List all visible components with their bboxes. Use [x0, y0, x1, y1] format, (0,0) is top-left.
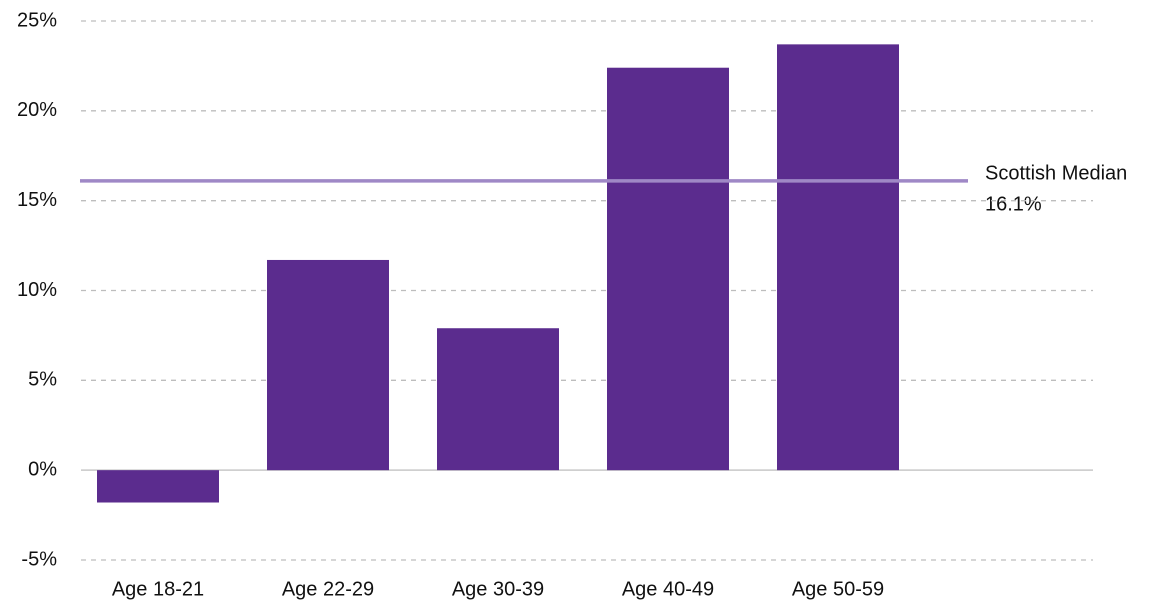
y-tick-label: 0% — [28, 458, 57, 480]
reference-label: Scottish Median — [985, 162, 1127, 184]
bar — [97, 470, 219, 503]
reference-value-label: 16.1% — [985, 193, 1042, 215]
y-tick-label: 5% — [28, 369, 57, 391]
x-tick-label: Age 40-49 — [622, 578, 714, 600]
bar — [437, 328, 559, 471]
bar — [777, 44, 899, 471]
x-tick-label: Age 30-39 — [452, 578, 544, 600]
bar — [607, 67, 729, 471]
y-tick-label: -5% — [21, 548, 57, 570]
y-tick-label: 10% — [17, 279, 57, 301]
x-tick-label: Age 18-21 — [112, 578, 204, 600]
bar — [267, 259, 389, 471]
y-tick-label: 15% — [17, 189, 57, 211]
y-tick-label: 25% — [17, 9, 57, 31]
y-tick-label: 20% — [17, 99, 57, 121]
x-tick-label: Age 50-59 — [792, 578, 884, 600]
x-tick-label: Age 22-29 — [282, 578, 374, 600]
